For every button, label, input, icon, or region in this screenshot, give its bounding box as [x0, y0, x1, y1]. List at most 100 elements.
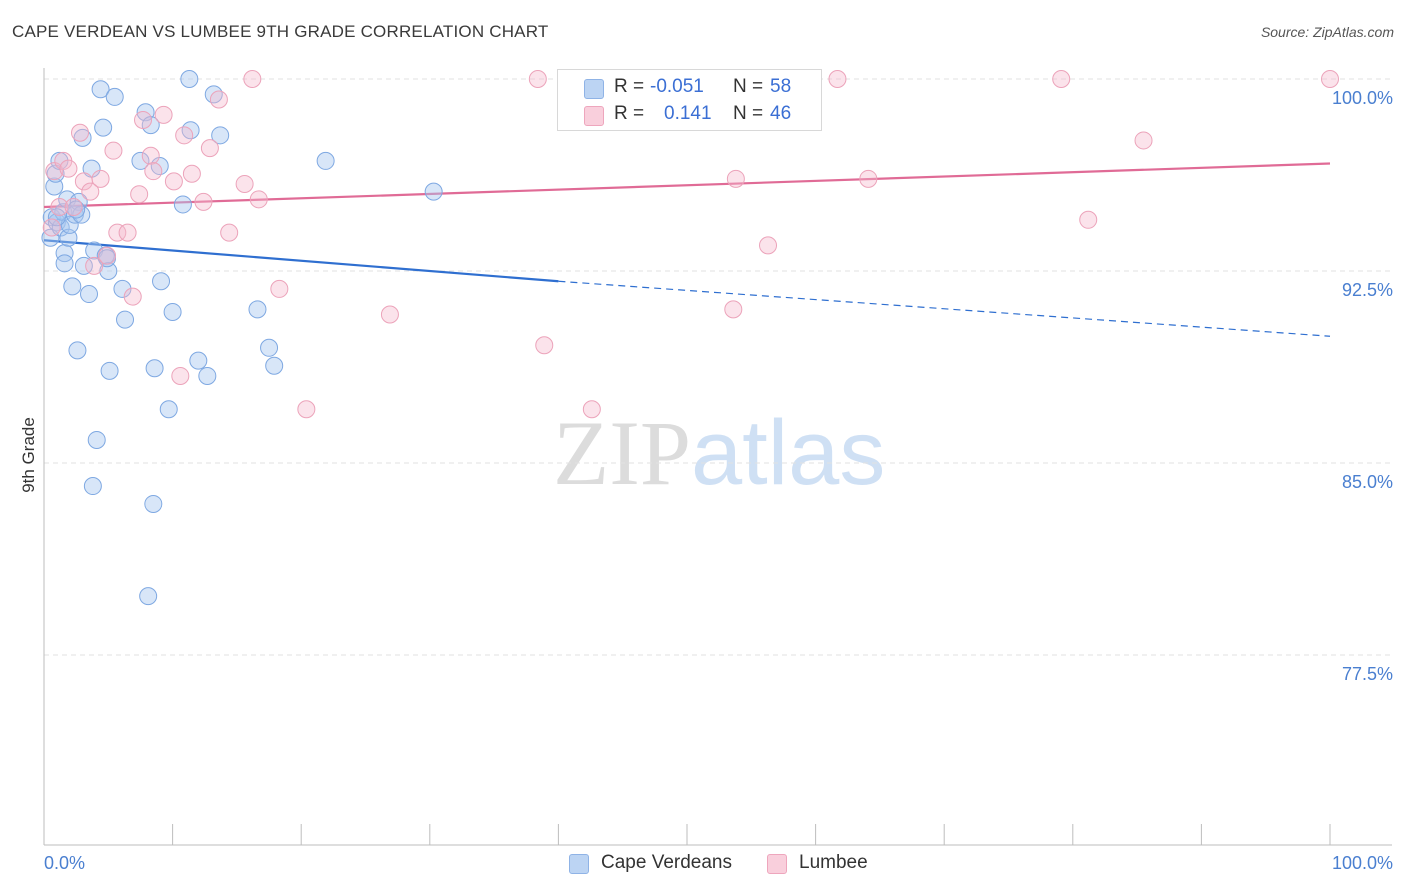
point-lumbee	[104, 141, 123, 160]
point-lumbee	[59, 159, 78, 178]
point-cape-verdean	[58, 190, 77, 209]
point-lumbee	[297, 400, 316, 419]
point-lumbee	[1321, 70, 1339, 88]
point-cape-verdean	[163, 302, 182, 321]
point-lumbee	[42, 218, 61, 237]
chart-title: CAPE VERDEAN VS LUMBEE 9TH GRADE CORRELA…	[12, 22, 549, 41]
point-lumbee	[828, 70, 847, 88]
point-lumbee	[118, 223, 137, 242]
trend-line-cape-verdeans	[43, 239, 559, 283]
legend-r-label: R =	[614, 76, 645, 97]
legend-r-label: R =	[614, 103, 645, 124]
point-cape-verdean	[211, 126, 230, 145]
legend-n-value: 58	[770, 76, 792, 97]
point-cape-verdean	[260, 338, 279, 357]
point-cape-verdean	[265, 356, 284, 375]
point-cape-verdean	[316, 151, 335, 170]
legend-r-value: -0.051	[650, 76, 704, 97]
watermark: ZIPatlas	[553, 400, 885, 506]
point-lumbee	[528, 70, 547, 88]
point-cape-verdean	[59, 228, 78, 247]
point-cape-verdean	[139, 587, 158, 606]
legend-n-label: N =	[733, 76, 764, 97]
point-cape-verdean	[204, 85, 223, 104]
point-lumbee	[220, 223, 239, 242]
point-cape-verdean	[87, 430, 106, 449]
point-lumbee	[726, 169, 745, 188]
legend-r-value: 0.141	[664, 103, 712, 124]
point-lumbee	[535, 336, 554, 355]
y-tick-label: 85.0%	[1342, 472, 1393, 492]
point-lumbee	[71, 123, 90, 142]
point-lumbee	[98, 246, 117, 265]
point-cape-verdean	[248, 300, 267, 319]
point-cape-verdean	[42, 208, 61, 227]
bottom-legend-label: Lumbee	[799, 852, 868, 873]
point-cape-verdean	[159, 400, 178, 419]
legend-row-lumbee: R = 0.141 N = 46	[558, 101, 821, 127]
point-lumbee	[130, 185, 149, 204]
point-lumbee	[859, 169, 878, 188]
point-lumbee	[45, 162, 64, 181]
point-cape-verdean	[63, 277, 82, 296]
trend-lines	[43, 162, 1331, 337]
point-lumbee	[1052, 70, 1071, 88]
point-cape-verdean	[94, 118, 113, 137]
point-lumbee	[270, 279, 289, 298]
trend-line-cape-verdeans-extension	[558, 280, 1331, 337]
x-tick-label: 0.0%	[44, 853, 85, 873]
stats-legend: R = -0.051 N = 58 R = 0.141 N = 46	[557, 69, 822, 131]
point-lumbee	[175, 126, 194, 145]
legend-row-cape-verdeans: R = -0.051 N = 58	[558, 74, 821, 100]
point-cape-verdean	[145, 359, 164, 378]
point-lumbee	[243, 70, 262, 88]
watermark-zip: ZIP	[553, 402, 691, 504]
point-cape-verdean	[173, 195, 192, 214]
point-lumbee	[1079, 210, 1098, 229]
tick-labels: 77.5% 85.0% 92.5% 100.0% 0.0% 100.0% 9th Grade	[19, 88, 1393, 873]
point-cape-verdean	[100, 361, 119, 380]
bottom-legend-swatch-blue	[569, 854, 589, 874]
point-cape-verdean	[116, 310, 135, 329]
point-cape-verdean	[73, 128, 92, 147]
point-lumbee	[91, 169, 110, 188]
point-cape-verdean	[180, 70, 199, 88]
point-cape-verdean	[105, 87, 124, 106]
point-cape-verdean	[91, 80, 110, 99]
point-cape-verdean	[152, 272, 171, 291]
point-cape-verdean	[72, 205, 91, 224]
point-cape-verdean	[80, 285, 99, 304]
point-lumbee	[249, 190, 268, 209]
axes	[43, 68, 1392, 846]
point-cape-verdean	[45, 177, 64, 196]
point-cape-verdean	[144, 494, 163, 513]
point-cape-verdean	[99, 262, 118, 280]
point-cape-verdean	[50, 151, 69, 170]
legend-swatch-blue	[584, 79, 604, 99]
point-lumbee	[182, 164, 201, 183]
point-cape-verdean	[55, 244, 74, 263]
point-cape-verdean	[424, 182, 443, 201]
trend-line-lumbee	[43, 162, 1331, 209]
point-lumbee	[194, 192, 213, 211]
data-points	[41, 70, 1339, 606]
point-lumbee	[85, 256, 104, 275]
y-tick-label: 100.0%	[1332, 88, 1393, 108]
point-lumbee	[141, 146, 160, 165]
point-cape-verdean	[198, 366, 217, 385]
point-lumbee	[724, 300, 743, 319]
point-lumbee	[123, 287, 142, 306]
bottom-legend-swatch-pink	[767, 854, 787, 874]
point-lumbee	[582, 400, 601, 419]
point-cape-verdean	[68, 341, 87, 360]
point-lumbee	[154, 105, 173, 124]
point-lumbee	[759, 236, 778, 255]
x-tick-label: 100.0%	[1332, 853, 1393, 873]
source-label: Source: ZipAtlas.com	[1260, 24, 1394, 40]
point-lumbee	[209, 90, 228, 109]
point-lumbee	[144, 162, 163, 181]
point-lumbee	[171, 366, 190, 385]
point-cape-verdean	[113, 279, 132, 298]
y-axis-title: 9th Grade	[19, 417, 38, 493]
point-lumbee	[1134, 131, 1153, 150]
